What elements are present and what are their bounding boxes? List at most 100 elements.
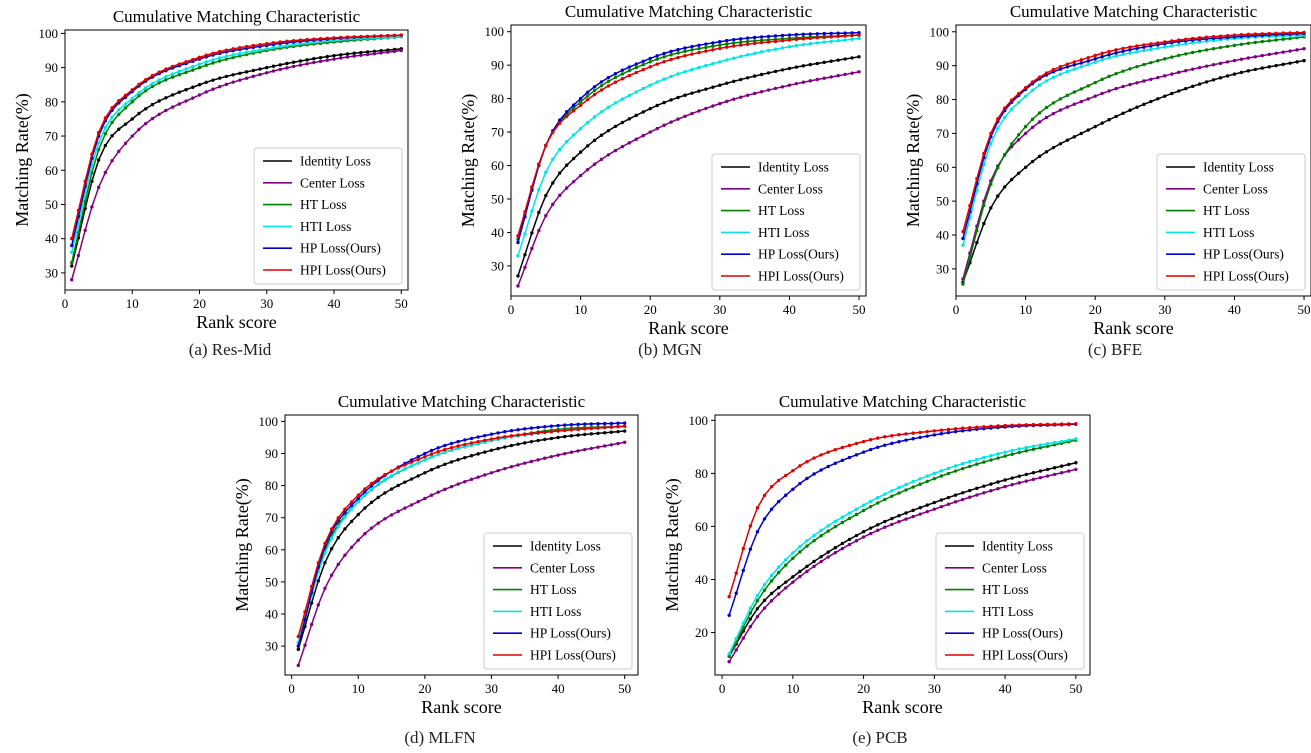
data-point (960, 462, 965, 466)
data-point (224, 74, 229, 79)
data-point (436, 446, 440, 450)
data-point (826, 550, 830, 554)
data-point (711, 62, 715, 66)
data-point (137, 94, 141, 98)
data-point (436, 465, 440, 469)
data-point (1072, 135, 1077, 139)
data-point (1184, 37, 1188, 41)
data-point (423, 496, 427, 501)
data-point (996, 166, 1000, 170)
data-point (1031, 477, 1036, 482)
data-point (231, 55, 235, 60)
data-point (429, 493, 434, 497)
data-point (925, 509, 929, 514)
data-point (70, 236, 74, 241)
data-point (312, 37, 316, 41)
data-point (258, 48, 262, 52)
data-point (463, 455, 467, 460)
data-point (876, 528, 880, 532)
data-point (536, 438, 540, 443)
data-point (150, 102, 155, 107)
data-point (585, 120, 590, 125)
data-point (238, 51, 242, 56)
data-point (787, 33, 792, 37)
data-point (897, 514, 901, 518)
data-point (592, 115, 597, 119)
data-point (812, 559, 816, 564)
data-point (1100, 91, 1104, 96)
data-point (711, 41, 715, 45)
data-point (662, 100, 666, 105)
data-point (70, 250, 74, 255)
data-point (784, 580, 788, 584)
data-point (918, 477, 922, 481)
data-point (1024, 449, 1029, 453)
data-point (110, 120, 114, 125)
data-point (429, 452, 434, 456)
y-tick-label: 50 (265, 574, 278, 589)
data-point (1010, 482, 1014, 487)
chart-svg-a: Cumulative Matching Characteristic 0 10 20 3… (12, 7, 409, 332)
data-point (1086, 84, 1090, 88)
data-point (316, 579, 321, 583)
data-point (170, 93, 175, 97)
data-point (1135, 46, 1139, 51)
data-point (599, 84, 604, 88)
data-point (1295, 31, 1299, 35)
data-point (70, 278, 74, 282)
data-point (356, 496, 360, 501)
data-point (704, 106, 708, 111)
data-point (396, 466, 400, 470)
data-point (648, 106, 652, 111)
data-point (897, 520, 901, 524)
data-point (854, 539, 859, 543)
data-point (217, 84, 222, 89)
y-tick-label: 30 (491, 258, 504, 273)
data-point (953, 493, 958, 497)
data-point (968, 495, 972, 499)
data-point (592, 88, 597, 93)
data-point (762, 517, 767, 521)
data-point (718, 60, 722, 64)
data-point (596, 426, 600, 430)
data-point (305, 37, 309, 42)
data-point (769, 573, 774, 578)
y-tick-label: 100 (39, 26, 59, 41)
data-point (801, 42, 806, 47)
data-point (1177, 53, 1181, 58)
x-tick-label: 30 (1158, 302, 1171, 317)
series-ht-loss (727, 438, 1078, 659)
data-point (436, 490, 440, 494)
data-point (1045, 442, 1050, 446)
legend-label: HTI Loss (982, 604, 1033, 619)
data-point (755, 606, 760, 611)
data-point (843, 38, 847, 42)
data-point (1225, 74, 1230, 78)
data-point (1177, 70, 1181, 75)
y-tick-label: 40 (936, 228, 949, 243)
data-point (578, 127, 583, 131)
data-point (251, 74, 256, 79)
data-point (305, 62, 309, 66)
data-point (1009, 142, 1014, 146)
data-point (1086, 59, 1090, 63)
data-point (620, 97, 625, 101)
y-tick-label: 90 (936, 58, 949, 73)
data-point (690, 52, 694, 56)
data-point (416, 457, 420, 462)
data-point (1009, 107, 1014, 111)
data-point (755, 599, 760, 603)
data-point (989, 482, 993, 486)
data-point (996, 456, 1000, 460)
data-point (551, 202, 555, 207)
data-point (732, 37, 736, 42)
data-point (1059, 471, 1064, 475)
data-point (791, 487, 795, 491)
series-hp-loss-ours (296, 421, 627, 648)
data-point (734, 591, 738, 595)
data-point (1067, 469, 1071, 473)
data-point (1016, 100, 1021, 105)
data-point (627, 65, 632, 69)
data-point (164, 96, 168, 100)
data-point (932, 500, 937, 505)
